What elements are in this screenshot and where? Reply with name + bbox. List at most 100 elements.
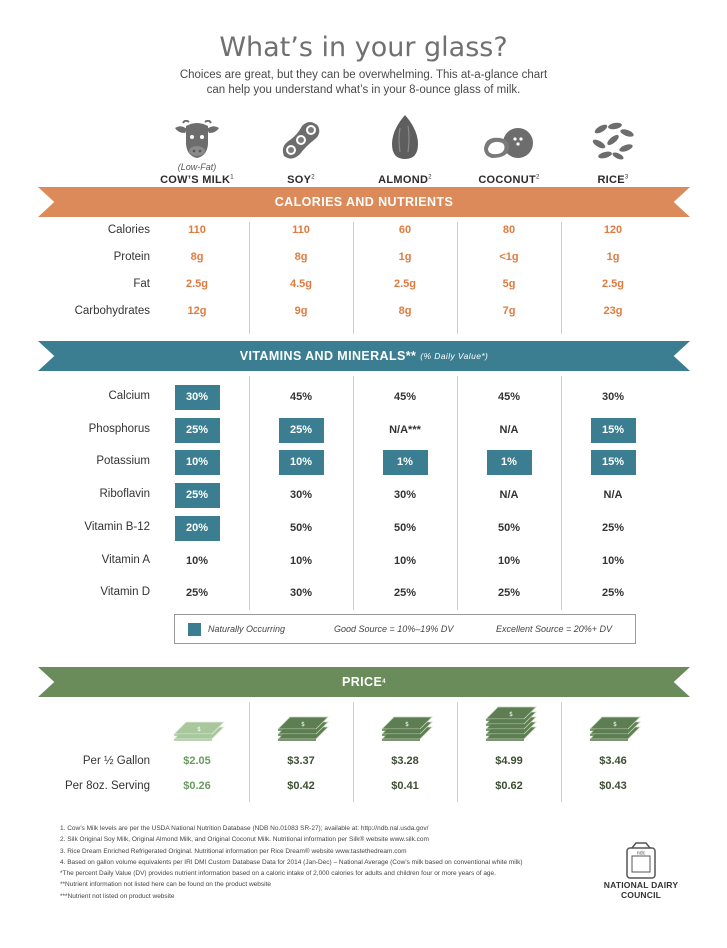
nutrient-value: 120 (603, 224, 623, 236)
svg-text:$: $ (301, 721, 305, 728)
almond-icon (353, 112, 457, 160)
footnote-6: **Nutrient information not listed here c… (60, 881, 272, 889)
vitamin-value: 45% (393, 391, 417, 403)
price-value: $2.05 (183, 755, 211, 767)
footnote-7: ***Nutrient not listed on product websit… (60, 892, 175, 900)
milk-name-ref: 2 (428, 174, 432, 181)
price-label: Per 8oz. Serving (64, 780, 150, 792)
vitamin-label: Calcium (108, 390, 150, 402)
nutrient-value: 2.5g (185, 278, 208, 290)
vitamin-value: 10% (393, 554, 417, 567)
vitamin-value: 25% (497, 587, 521, 600)
column-divider (249, 222, 250, 334)
nutrients-banner: CALORIES AND NUTRIENTS (38, 187, 690, 217)
coconut-icon (457, 112, 561, 160)
milk-name-text: ALMOND (378, 174, 429, 186)
nutrient-value: 2.5g (601, 278, 624, 290)
naturally-occurring-swatch (188, 622, 201, 636)
milk-name: COCONUT2 (457, 174, 561, 186)
vitamin-value: N/A (603, 489, 623, 502)
milk-name-text: COCONUT (478, 174, 537, 186)
vitamin-label: Phosphorus (88, 422, 150, 435)
milk-qualifier (249, 162, 353, 174)
money-stack-icon: $ (584, 715, 642, 746)
nutrient-value: 110 (188, 224, 206, 236)
vitamin-value: 10% (289, 554, 313, 567)
naturally-occurring-box: 25% (174, 417, 220, 443)
nutrient-value: 1g (606, 251, 620, 263)
milk-column-1: (Low-Fat) COW’S MILK1 (145, 112, 249, 186)
footnote-4: 4. Based on gallon volume equivalents pe… (60, 858, 523, 866)
vitamin-value: 15% (561, 450, 665, 476)
vitamin-label: Vitamin A (101, 553, 150, 566)
milk-qualifier (457, 162, 561, 174)
vitamin-value: 1% (353, 450, 457, 476)
vitamins-banner-subtext: (% Daily Value*) (420, 351, 489, 361)
vitamin-value: 30% (289, 489, 313, 502)
nutrient-value: 4.5g (289, 278, 312, 290)
legend: Naturally Occurring Good Source = 10%–19… (174, 614, 636, 644)
milk-name-ref: 3 (624, 174, 629, 181)
nutrients-banner-text: CALORIES AND NUTRIENTS (274, 195, 454, 209)
footnote-5: *The percent Daily Value (DV) provides n… (60, 870, 496, 878)
nutrient-value: 7g (502, 305, 516, 317)
column-divider (457, 222, 458, 334)
milk-name: SOY2 (249, 174, 353, 186)
milk-column-4: COCONUT2 (457, 112, 561, 186)
svg-text:$: $ (509, 711, 513, 718)
naturally-occurring-box: 15% (590, 417, 636, 443)
milk-name-ref: 2 (311, 174, 315, 181)
milk-qualifier (353, 162, 457, 174)
nutrient-value: 12g (187, 305, 207, 317)
legend-excellent: Excellent Source = 20%+ DV (496, 624, 613, 634)
vitamin-value: 25% (601, 587, 625, 600)
vitamin-value: 15% (561, 417, 665, 443)
svg-text:$: $ (197, 726, 201, 733)
milk-name-text: COW’S MILK (160, 174, 231, 186)
column-divider (457, 376, 458, 610)
column-divider (561, 702, 562, 802)
vitamin-value: 25% (145, 483, 249, 509)
nutrient-value: 1g (398, 251, 412, 263)
nutrient-value: 23g (603, 305, 623, 317)
nutrient-label: Protein (113, 251, 150, 263)
vitamin-value: 45% (497, 391, 521, 403)
vitamin-value: 30% (289, 587, 313, 600)
milk-name-ref: 2 (536, 174, 540, 181)
column-divider (561, 376, 562, 610)
money-stack-icon: $ (376, 715, 434, 746)
vitamin-value: 10% (497, 554, 521, 567)
column-divider (457, 702, 458, 802)
column-divider (353, 376, 354, 610)
naturally-occurring-box: 15% (590, 450, 636, 476)
page-subtitle: Choices are great, but they can be overw… (0, 68, 727, 98)
column-divider (353, 702, 354, 802)
nutrient-value: <1g (499, 251, 519, 263)
vitamin-value: 30% (145, 385, 249, 410)
nutrient-label: Carbohydrates (74, 305, 150, 317)
logo-mark: ndc (637, 851, 646, 857)
milk-column-2: SOY2 (249, 112, 353, 186)
price-banner: PRICE 4 (38, 667, 690, 697)
page-title: What’s in your glass? (219, 32, 508, 63)
logo-line-2: COUNCIL (620, 890, 662, 900)
vitamin-value: 1% (457, 450, 561, 476)
milk-name-text: RICE (597, 174, 625, 186)
nutrient-label: Calories (107, 224, 150, 236)
price-value: $0.62 (495, 780, 523, 792)
vitamin-value: 10% (249, 450, 353, 476)
nutrient-value: 80 (502, 224, 516, 236)
subtitle-line-2: can help you understand what’s in your 8… (206, 84, 521, 96)
milk-name: RICE3 (561, 174, 665, 186)
footnote-1: 1. Cow’s Milk levels are per the USDA Na… (60, 825, 429, 832)
nutrient-value: 8g (190, 251, 204, 263)
svg-text:$: $ (613, 721, 617, 728)
footnotes: 1. Cow’s Milk levels are per the USDA Na… (60, 823, 580, 902)
legend-natural: Naturally Occurring (208, 624, 286, 634)
cow-icon (145, 112, 249, 160)
price-banner-ref: 4 (382, 679, 386, 685)
milk-name: ALMOND2 (353, 174, 457, 186)
vitamin-value: N/A*** (389, 423, 421, 436)
nutrient-value: 60 (398, 224, 412, 236)
price-value: $3.46 (599, 755, 627, 767)
